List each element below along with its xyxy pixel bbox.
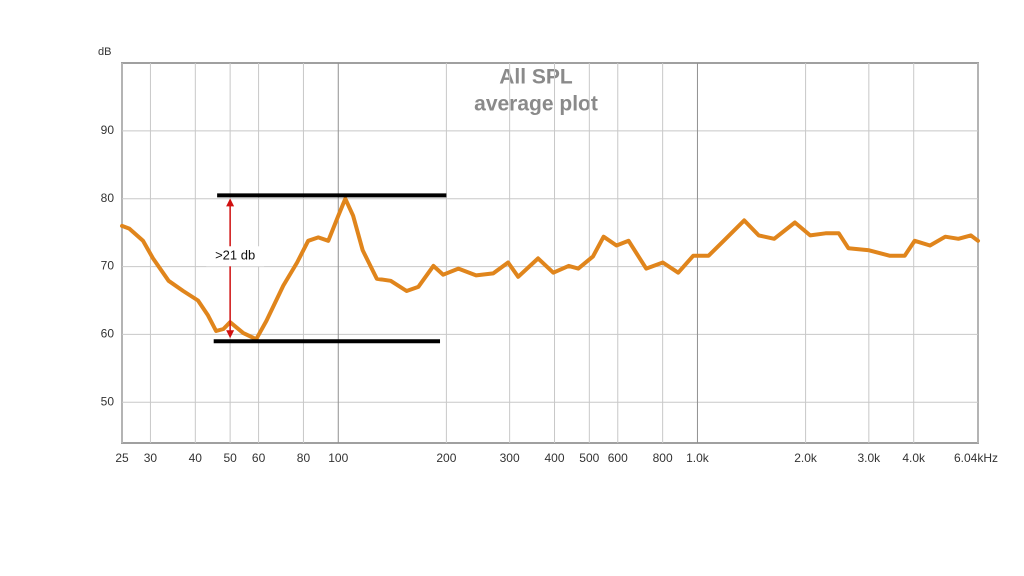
y-tick-label: 80: [101, 191, 115, 205]
chart-subtitle: average plot: [474, 93, 598, 116]
annotation: >21 db: [215, 248, 255, 263]
x-tick-label: 100: [328, 451, 348, 465]
x-tick-label: 25: [115, 451, 129, 465]
x-tick-label: 300: [500, 451, 520, 465]
x-tick-label: 600: [608, 451, 628, 465]
annotation-background: [206, 246, 265, 267]
x-tick-label: 6.04kHz: [954, 451, 998, 465]
x-tick-label: 50: [223, 451, 237, 465]
plot-area: [121, 62, 979, 444]
y-tick-label: 60: [101, 327, 115, 341]
x-tick-label: 30: [144, 451, 158, 465]
x-tick-label: 60: [252, 451, 266, 465]
x-tick-label: 4.0k: [902, 451, 926, 465]
x-tick-label: 200: [436, 451, 456, 465]
x-tick-label: 80: [297, 451, 311, 465]
chart-title: All SPL: [499, 66, 573, 89]
x-tick-label: 500: [579, 451, 599, 465]
x-tick-label: 3.0k: [857, 451, 881, 465]
x-tick-label: 40: [189, 451, 203, 465]
x-tick-label: 400: [545, 451, 565, 465]
arrow-head: [226, 330, 235, 339]
y-tick-label: 70: [101, 259, 115, 273]
y-axis-label: dB: [98, 46, 111, 58]
x-tick-label: 2.0k: [794, 451, 818, 465]
y-tick-label: 90: [101, 123, 115, 137]
x-tick-label: 800: [653, 451, 673, 465]
data-line: [120, 196, 980, 342]
x-tick-label: 1.0k: [686, 451, 710, 465]
y-tick-label: 50: [101, 394, 115, 408]
arrow-head: [226, 198, 235, 207]
